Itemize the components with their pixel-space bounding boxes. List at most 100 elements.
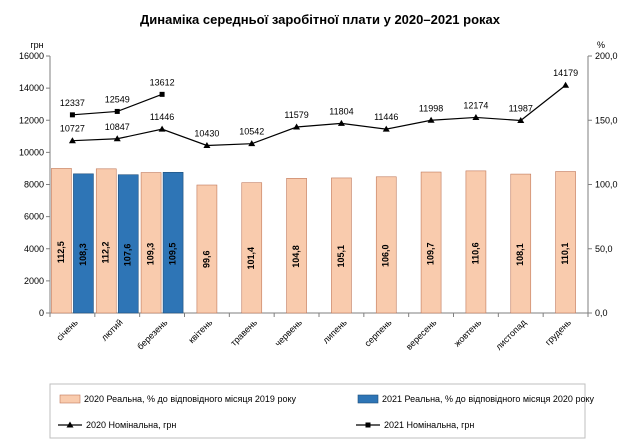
line-2020-nominal-point xyxy=(472,113,480,120)
line-2021-nominal-point xyxy=(69,112,75,118)
right-axis-unit: % xyxy=(597,40,605,50)
left-axis-tick-label: 14000 xyxy=(19,83,44,93)
right-axis-tick-label: 100,0 xyxy=(595,180,618,190)
bar-2020-real xyxy=(241,182,263,314)
left-axis-tick-label: 0 xyxy=(39,308,44,318)
line-2020-nominal-value-label: 10542 xyxy=(239,127,264,137)
line-2020-nominal-value-label: 10727 xyxy=(60,124,85,134)
bar-2020-value-label: 106,0 xyxy=(381,245,391,268)
bar-2020-real xyxy=(331,177,352,314)
line-2020-nominal-value-label: 10430 xyxy=(194,128,219,138)
left-axis-tick-label: 8000 xyxy=(24,180,44,190)
line-2020-nominal-point xyxy=(427,116,435,123)
bar-2020-value-label: 109,7 xyxy=(425,243,435,266)
bar-2020-value-label: 110,6 xyxy=(470,242,480,264)
legend-label-2020-nominal: 2020 Номінальна, грн xyxy=(86,420,176,430)
bar-2020-real xyxy=(286,178,307,314)
legend: 2020 Реальна, % до відповідного місяця 2… xyxy=(49,383,594,439)
left-axis-tick-label: 4000 xyxy=(24,244,44,254)
legend-label-2021-real: 2021 Реальна, % до відповідного місяця 2… xyxy=(382,394,594,404)
line-2020-nominal-value-label: 14179 xyxy=(553,68,578,78)
line-2020-nominal-point xyxy=(113,135,121,142)
line-2020-nominal-point xyxy=(158,125,166,132)
bar-2021-value-label: 108,3 xyxy=(78,243,88,266)
right-axis-tick-label: 200,0 xyxy=(595,51,618,61)
bar-2021-value-label: 109,5 xyxy=(167,243,177,266)
line-2020-nominal-value-label: 12174 xyxy=(463,100,488,110)
legend-label-2021-nominal: 2021 Номінальна, грн xyxy=(384,420,474,430)
bar-2020-real xyxy=(140,172,162,314)
legend-label-2020-real: 2020 Реальна, % до відповідного місяця 2… xyxy=(84,394,296,404)
plot-area: 0 2000 4000 6000 8000 10000 12000 14000 16000 0,0… xyxy=(19,51,618,352)
bar-2020-real xyxy=(375,176,397,314)
left-axis-unit: грн xyxy=(30,40,43,50)
line-2020-nominal-value-label: 11446 xyxy=(150,112,174,122)
line-2020-nominal-point xyxy=(203,141,211,148)
bar-2021-value-label: 107,6 xyxy=(123,244,133,267)
line-2020-nominal-line xyxy=(72,84,566,147)
legend-marker-2021-nominal xyxy=(365,422,371,428)
x-axis-category-label: липень xyxy=(321,317,349,345)
bar-2021-real xyxy=(117,174,139,314)
bar-2020-value-label: 109,3 xyxy=(145,243,155,266)
bar-2020-real xyxy=(420,171,442,314)
x-axis-category-label: листопад xyxy=(494,317,529,352)
legend-marker-2020-nominal xyxy=(66,421,74,428)
x-axis-category-label: вересень xyxy=(404,317,439,352)
line-2020-nominal-value-label: 11804 xyxy=(329,106,353,116)
left-axis-tick-label: 10000 xyxy=(19,147,44,157)
x-axis-category-label: травень xyxy=(228,317,259,348)
line-2020-nominal-point xyxy=(517,116,525,123)
line-2021-nominal-point xyxy=(114,108,120,114)
legend-box xyxy=(49,383,586,439)
line-2021-nominal-point xyxy=(159,91,165,97)
line-2020-nominal-point xyxy=(293,123,301,130)
line-2020-nominal-point xyxy=(337,119,345,126)
x-axis-category-label: жовтень xyxy=(452,317,484,349)
line-2021-nominal-value-label: 12337 xyxy=(60,98,85,108)
line-2020-nominal-point xyxy=(248,140,256,147)
line-2021-nominal-value-label: 13612 xyxy=(150,77,175,87)
left-axis-tick-label: 16000 xyxy=(19,51,44,61)
left-axis-tick-label: 6000 xyxy=(24,212,44,222)
legend-swatch-2020-real xyxy=(59,394,81,404)
line-2020-nominal-point xyxy=(382,125,390,132)
bar-2020-value-label: 105,1 xyxy=(336,245,346,268)
bar-2020-real xyxy=(555,171,576,314)
left-axis-tick-label: 2000 xyxy=(24,276,44,286)
line-2020-nominal-value-label: 11998 xyxy=(419,103,443,113)
line-2020-nominal-point xyxy=(562,81,570,88)
line-2020-nominal-value-label: 11446 xyxy=(374,112,398,122)
bar-2020-value-label: 99,6 xyxy=(201,250,211,268)
line-2021-nominal-value-label: 12549 xyxy=(105,94,130,104)
bar-2020-value-label: 110,1 xyxy=(560,243,570,265)
chart-title: Динаміка середньої заробітної плати у 20… xyxy=(140,12,501,27)
bar-2020-real xyxy=(196,184,218,314)
bar-2020-real xyxy=(510,173,532,314)
right-axis-tick-label: 150,0 xyxy=(595,115,618,125)
x-axis-category-label: серпень xyxy=(363,317,394,348)
bar-2020-real xyxy=(51,168,72,314)
x-axis-category-label: березень xyxy=(135,317,170,352)
line-2020-nominal-value-label: 10847 xyxy=(105,122,130,132)
x-axis-category-label: грудень xyxy=(543,317,573,347)
bar-2020-real xyxy=(95,168,117,314)
x-axis-category-label: червень xyxy=(273,317,304,348)
bar-2020-value-label: 101,4 xyxy=(246,247,256,270)
bar-2020-value-label: 112,2 xyxy=(101,241,111,263)
line-2020-nominal-value-label: 11987 xyxy=(509,103,533,113)
left-axis-tick-label: 12000 xyxy=(19,115,44,125)
line-2020-nominal-value-label: 11579 xyxy=(284,110,308,120)
bar-2020-real xyxy=(465,170,487,314)
bar-2021-real xyxy=(162,171,184,314)
x-axis-category-label: квітень xyxy=(186,317,214,345)
legend-swatch-2021-real xyxy=(357,394,379,404)
x-axis-category-label: лютий xyxy=(99,317,124,342)
line-2020-nominal-point xyxy=(68,137,76,144)
bar-2021-real xyxy=(73,173,94,314)
bar-2020-value-label: 104,8 xyxy=(291,245,301,268)
bar-2020-value-label: 112,5 xyxy=(56,241,66,263)
right-axis-tick-label: 50,0 xyxy=(595,244,613,254)
